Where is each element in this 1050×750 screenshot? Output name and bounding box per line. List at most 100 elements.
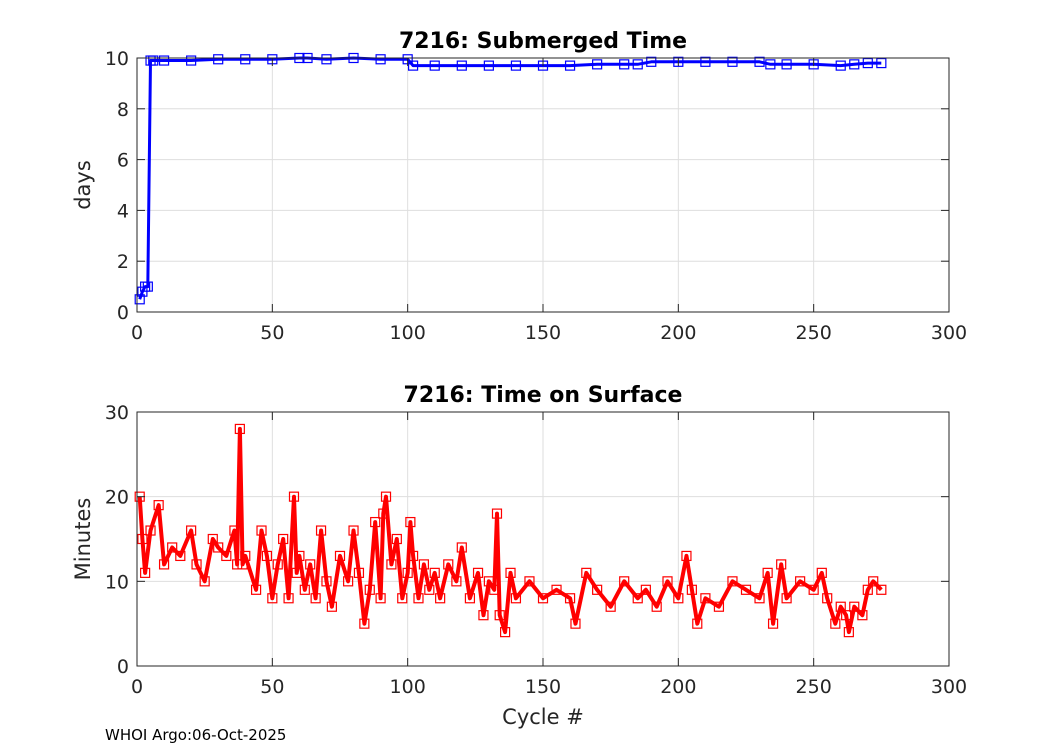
- submerged-time-data-point: [321, 54, 332, 65]
- surface-time-series: [134, 423, 887, 638]
- surface-time-data-point: [849, 601, 860, 612]
- surface-time-data-point: [510, 593, 522, 604]
- submerged-time-data-point: [213, 54, 224, 65]
- surface-time-data-point: [424, 584, 435, 595]
- surface-time-data-point: [551, 584, 562, 595]
- surface-time-data-point: [835, 601, 846, 612]
- submerged-time-data-point: [510, 60, 522, 71]
- surface-time-data-point: [429, 567, 440, 578]
- surface-time-data-point: [857, 610, 868, 621]
- surface-time-data-point: [321, 576, 332, 587]
- surface-time-data-point: [353, 567, 365, 578]
- surface-time-data-point: [537, 593, 549, 604]
- submerged-time-x-tick-label: 300: [931, 322, 967, 344]
- submerged-time-title: 7216: Submerged Time: [399, 29, 687, 54]
- submerged-time-y-axis-label: days: [71, 160, 95, 210]
- submerged-time-y-tick-label: 10: [105, 48, 129, 70]
- surface-time-data-point: [564, 593, 576, 604]
- surface-time-data-point: [380, 491, 392, 502]
- submerged-time-x-tick-label: 0: [131, 322, 143, 344]
- surface-time-x-tick-label: 250: [796, 676, 832, 698]
- surface-time-data-point: [291, 567, 302, 578]
- surface-time-data-point: [305, 559, 316, 570]
- surface-time-data-point: [862, 584, 873, 595]
- surface-time-data-point: [234, 423, 245, 435]
- submerged-time-data-point: [240, 54, 251, 65]
- surface-time-data-point: [581, 567, 592, 578]
- surface-time-data-point: [175, 550, 186, 562]
- submerged-time-data-point: [727, 56, 738, 67]
- submerged-time-y-tick-label: 2: [117, 251, 129, 273]
- surface-time-data-point: [762, 567, 773, 578]
- surface-time-data-point: [795, 576, 806, 587]
- submerged-time-data-point: [148, 55, 159, 66]
- submerged-time-data-point: [765, 59, 776, 70]
- surface-time-data-point: [491, 508, 503, 519]
- surface-time-x-tick-label: 200: [660, 676, 696, 698]
- surface-time-data-point: [841, 610, 852, 621]
- submerged-time-data-point: [186, 55, 197, 66]
- surface-time-y-tick-label: 0: [117, 656, 129, 678]
- surface-time-data-point: [229, 525, 240, 536]
- surface-time-series-line: [137, 426, 883, 635]
- surface-time-data-point: [158, 559, 170, 570]
- surface-time-data-point: [391, 533, 402, 545]
- surface-time-data-point: [145, 525, 156, 536]
- surface-time-data-point: [343, 576, 354, 587]
- surface-time-data-point: [876, 584, 887, 595]
- surface-time-data-point: [153, 500, 164, 511]
- surface-time-data-point: [272, 559, 283, 570]
- surface-time-data-point: [740, 584, 752, 595]
- surface-time-data-point: [137, 533, 148, 545]
- surface-time-x-axis-label: Cycle #: [502, 705, 584, 729]
- submerged-time-y-tick-label: 4: [117, 200, 129, 222]
- surface-time-data-point: [830, 618, 841, 629]
- submerged-time-data-point: [456, 60, 467, 71]
- surface-time-data-point: [681, 550, 692, 562]
- submerged-time-x-tick-label: 50: [260, 322, 284, 344]
- surface-time-data-point: [207, 533, 218, 545]
- submerged-time-data-point: [429, 60, 440, 71]
- submerged-time-x-tick-label: 250: [796, 322, 832, 344]
- surface-time-data-point: [640, 584, 651, 595]
- surface-time-data-point: [413, 593, 424, 604]
- surface-time-data-point: [370, 516, 381, 528]
- surface-time-data-point: [232, 559, 243, 570]
- surface-time-data-point: [478, 610, 489, 621]
- submerged-time-data-point: [158, 55, 170, 66]
- surface-time-data-point: [294, 550, 305, 562]
- surface-time-data-point: [713, 601, 725, 612]
- submerged-time-panel: 0 50 100 150 200 250 300 0 2 4 6 8 10 7216: Submerge…: [71, 29, 967, 344]
- surface-time-data-point: [405, 516, 416, 528]
- submerged-time-ticks: 0 50 100 150 200 250 300 0 2 4 6 8 10: [105, 48, 967, 344]
- surface-time-data-point: [808, 584, 819, 595]
- surface-time-data-point: [261, 550, 273, 562]
- surface-time-data-point: [402, 567, 413, 578]
- submerged-time-data-point: [754, 56, 765, 67]
- surface-time-data-point: [456, 542, 467, 553]
- submerged-time-y-tick-label: 6: [117, 150, 129, 172]
- submerged-time-data-point: [142, 281, 153, 292]
- submerged-time-y-tick-label: 0: [117, 302, 129, 324]
- submerged-time-data-point: [134, 294, 145, 305]
- surface-time-data-point: [378, 508, 389, 519]
- surface-time-data-point: [288, 491, 300, 502]
- surface-time-data-point: [727, 576, 738, 587]
- surface-time-data-point: [570, 618, 581, 629]
- submerged-time-data-point: [700, 56, 711, 67]
- submerged-time-data-point: [375, 54, 386, 65]
- surface-time-data-point: [315, 525, 327, 536]
- surface-time-data-point: [605, 601, 616, 612]
- submerged-time-data-point: [876, 57, 887, 69]
- surface-time-data-point: [500, 627, 511, 638]
- surface-time-data-point: [267, 593, 278, 604]
- surface-time-data-point: [443, 559, 454, 570]
- surface-time-data-point: [310, 593, 321, 604]
- submerged-time-series-line: [138, 56, 882, 300]
- surface-time-data-point: [221, 550, 232, 562]
- surface-time-data-point: [483, 576, 494, 587]
- surface-time-data-point: [662, 576, 673, 587]
- submerged-time-data-point: [862, 57, 873, 69]
- surface-time-x-tick-label: 50: [260, 676, 284, 698]
- surface-time-data-point: [505, 567, 516, 578]
